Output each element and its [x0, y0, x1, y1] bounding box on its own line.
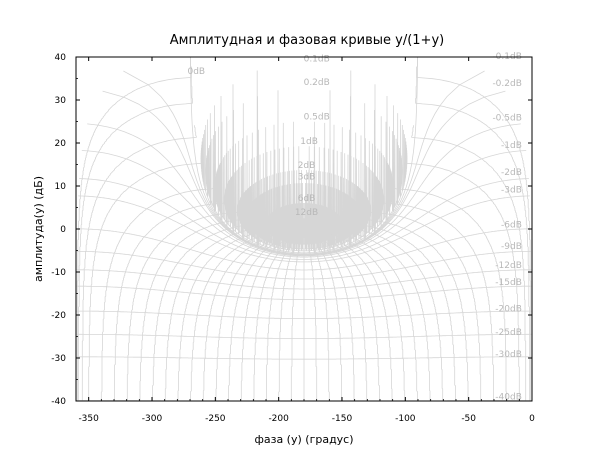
phase-contour	[76, 57, 192, 401]
grid-contours	[76, 57, 532, 401]
contour-label: -9dB	[501, 242, 522, 252]
x-tick-label: -100	[395, 414, 416, 424]
y-axis-label: амплитуда(y) (дБ)	[32, 176, 45, 282]
chart-title: Амплитудная и фазовая кривые y/(1+y)	[170, 33, 444, 48]
contour-label: 2dB	[298, 161, 316, 171]
phase-contour	[309, 229, 406, 401]
phase-contour	[177, 228, 291, 401]
phase-contour	[308, 233, 342, 401]
phase-contour	[266, 233, 300, 401]
contour-label: -0.5dB	[492, 114, 521, 124]
y-tick-label: -40	[51, 397, 66, 407]
phase-contour	[330, 226, 444, 401]
x-tick-label: 0	[529, 414, 535, 424]
phase-contour	[126, 211, 241, 401]
contour-label: -30dB	[495, 350, 522, 360]
contour-label: -2dB	[501, 168, 522, 178]
x-tick-label: -350	[78, 414, 99, 424]
phase-contour	[114, 201, 229, 401]
y-tick-label: 10	[55, 182, 67, 192]
phase-contour	[228, 230, 299, 401]
x-tick-label: -50	[461, 414, 476, 424]
phase-contour	[152, 222, 265, 401]
phase-contour	[367, 211, 482, 401]
contour-label: 0.5dB	[304, 112, 330, 122]
contour-label: -25dB	[495, 328, 522, 338]
phase-contour	[317, 228, 431, 401]
phase-contour	[100, 186, 216, 401]
axis-ticks: -350 -300 -250 -200 -150 -100 -50 0 40 30 20 10 0 -10…	[51, 53, 535, 424]
x-tick-label: -150	[332, 414, 353, 424]
contour-label: 0.1dB	[304, 54, 330, 64]
y-tick-label: 40	[55, 53, 67, 63]
phase-contour	[164, 226, 278, 401]
contour-label: 0dB	[187, 67, 205, 77]
phase-contour	[392, 186, 508, 401]
phase-contour	[306, 230, 355, 401]
contour-label: -6dB	[501, 221, 522, 231]
phase-contour	[88, 157, 204, 401]
phase-contour	[404, 157, 520, 401]
phase-contour	[253, 230, 302, 401]
contour-label: -15dB	[495, 278, 522, 288]
contour-label: -3dB	[501, 185, 522, 195]
phase-contour	[308, 230, 368, 401]
phase-contour	[139, 218, 253, 401]
contour-label: 0.2dB	[304, 78, 330, 88]
y-tick-label: -10	[51, 268, 66, 278]
phase-contour	[78, 57, 193, 401]
phase-contour	[202, 229, 299, 401]
phase-contour	[240, 230, 300, 401]
phase-contour	[343, 222, 456, 401]
phase-contour	[215, 229, 301, 401]
contour-label: -20dB	[495, 305, 522, 315]
phase-contour	[81, 125, 197, 401]
y-tick-label: -30	[51, 354, 66, 364]
contour-label: -1dB	[501, 141, 522, 151]
phase-contour	[379, 201, 494, 401]
phase-contour	[415, 57, 530, 401]
contour-label: 6dB	[298, 194, 316, 204]
contour-label: 1dB	[300, 137, 318, 147]
x-tick-label: -200	[268, 414, 289, 424]
y-tick-label: 30	[55, 96, 67, 106]
phase-contour	[303, 228, 418, 401]
x-tick-label: -300	[142, 414, 163, 424]
contour-label: -40dB	[495, 392, 522, 402]
contour-label: -12dB	[495, 261, 522, 271]
y-tick-label: 20	[55, 139, 67, 149]
phase-contour	[190, 228, 304, 401]
phase-contour	[411, 125, 527, 401]
phase-contour	[309, 230, 380, 401]
y-tick-label: -20	[51, 311, 66, 321]
x-tick-label: -250	[205, 414, 226, 424]
x-axis-label: фаза (y) (градус)	[254, 433, 353, 446]
phase-contour	[307, 229, 393, 401]
phase-contour	[355, 218, 469, 401]
contour-label: 3dB	[298, 173, 316, 183]
contour-label: 12dB	[295, 208, 318, 218]
contour-label: -0.2dB	[492, 79, 521, 89]
y-tick-label: 0	[60, 225, 66, 235]
